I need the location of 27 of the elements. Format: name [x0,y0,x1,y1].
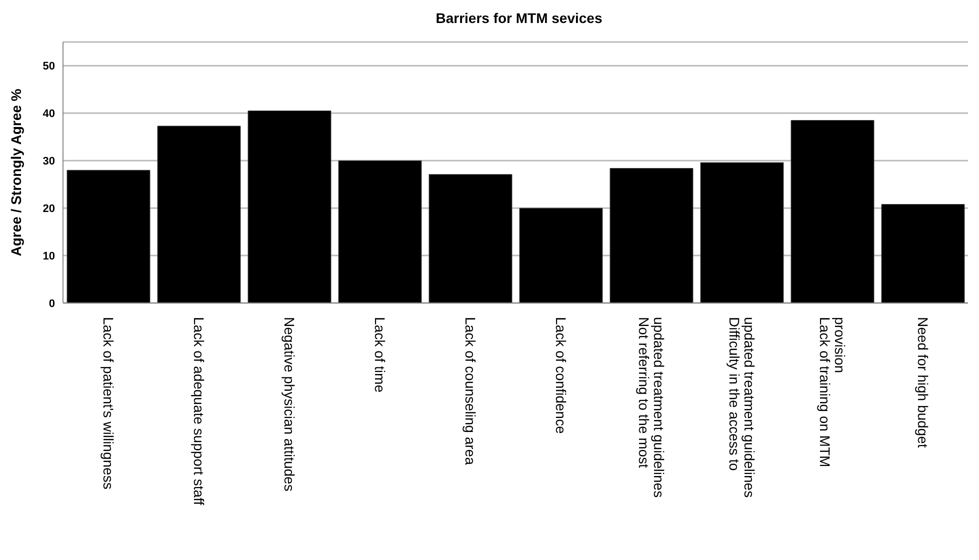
bar [700,162,784,303]
y-tick-label: 30 [42,156,55,168]
y-tick-label: 0 [48,298,55,310]
bar [428,174,512,303]
x-tick-label: Lack of time [372,317,388,393]
bar [881,204,965,303]
y-tick-label: 40 [42,108,55,120]
x-tick-label: Negative physician attitudes [281,317,298,492]
bar [338,160,422,303]
x-tick-label: Lack of training on MTM provision [816,317,848,468]
bar [157,126,241,303]
bar [519,208,603,303]
y-tick-label: 20 [42,202,55,215]
x-tick-label: Lack of confidence [552,317,569,434]
y-tick-label: 10 [42,250,55,262]
y-axis-title: Agree / Strongly Agree % [8,88,24,256]
x-tick-label: Need for high budget [914,317,931,448]
x-tick-label: Lack of adequate support staff [190,317,207,506]
y-tick-label: 50 [42,60,55,73]
x-tick-label: Lack of counseling area [462,317,478,466]
bar [66,170,150,303]
x-tick-label: Not referring to the most updated treatment guidelines [636,317,667,498]
x-tick-label: Lack of patient's willingness [100,317,116,490]
bar [790,120,874,303]
bar [610,168,694,303]
chart-title: Barriers for MTM sevices [434,10,604,26]
bar [248,110,332,303]
